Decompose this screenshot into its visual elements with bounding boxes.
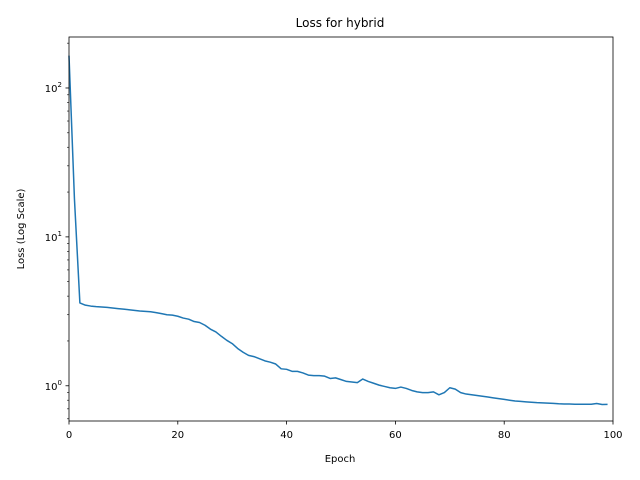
series-line-loss xyxy=(68,55,608,406)
y-tick-label: 100 xyxy=(45,379,62,393)
plot-frame xyxy=(68,36,614,422)
x-axis-label: Epoch xyxy=(325,454,356,465)
y-axis-label: Loss (Log Scale) xyxy=(16,188,27,269)
x-tick-label: 20 xyxy=(171,430,184,441)
x-tick-label: 60 xyxy=(389,430,402,441)
y-tick-label: 102 xyxy=(45,81,62,95)
x-tick-label: 80 xyxy=(498,430,511,441)
x-axis-ticks: 0 20 40 60 80 100 xyxy=(66,421,623,441)
chart-title: Loss for hybrid xyxy=(296,16,385,30)
x-tick-label: 100 xyxy=(603,430,622,441)
x-tick-label: 40 xyxy=(280,430,293,441)
y-tick-label: 101 xyxy=(45,230,62,244)
y-axis-ticks: 100 101 102 xyxy=(45,81,69,393)
y-axis-minor-ticks xyxy=(67,42,69,420)
plot-area xyxy=(68,55,608,406)
x-tick-label: 0 xyxy=(66,430,72,441)
